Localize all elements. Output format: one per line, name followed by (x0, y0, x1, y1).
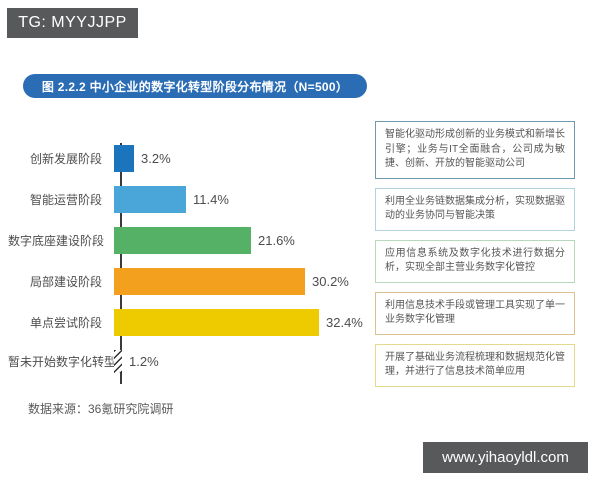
data-source-note: 数据来源：36氪研究院调研 (28, 402, 174, 416)
bar-value-label: 1.2% (129, 354, 159, 369)
bar-value-label: 30.2% (312, 274, 349, 289)
bar-track: 30.2% (112, 268, 368, 295)
category-label: 智能运营阶段 (29, 193, 102, 207)
stage-description-box: 利用全业务链数据集成分析，实现数据驱动的业务协同与智能决策 (375, 187, 575, 231)
bar-row: 局部建设阶段 30.2% (8, 268, 368, 295)
bar-fill (114, 309, 319, 336)
bar-value-label: 11.4% (193, 192, 229, 207)
stage-description-box: 应用信息系统及数字化技术进行数据分析，实现全部主营业务数字化管控 (375, 239, 575, 283)
telegram-watermark: TG: MYYJJPP (7, 8, 138, 38)
bar-row: 数字底座建设阶段 21.6% (8, 227, 368, 254)
bar-fill (114, 350, 122, 373)
bar-row: 智能运营阶段 11.4% (8, 186, 368, 213)
bar-track: 32.4% (112, 309, 368, 336)
y-axis-line (120, 143, 122, 384)
stage-description-box: 智能化驱动形成创新的业务模式和新增长引擎；业务与IT全面融合，公司成为敏捷、创新… (375, 121, 575, 179)
category-label: 创新发展阶段 (29, 152, 102, 166)
bar-track: 11.4% (112, 186, 368, 213)
bar-value-label: 32.4% (326, 315, 363, 330)
bar-row: 创新发展阶段 3.2% (8, 145, 368, 172)
stage-description-box: 利用信息技术手段或管理工具实现了单一业务数字化管理 (375, 291, 575, 335)
bar-fill (114, 145, 134, 172)
website-watermark: www.yihaoyldl.com (423, 442, 588, 473)
chart-title: 图 2.2.2 中小企业的数字化转型阶段分布情况（N=500） (23, 74, 367, 98)
bar-track: 1.2% (112, 350, 368, 373)
category-label: 暂未开始数字化转型 (8, 355, 117, 369)
bar-fill (114, 186, 186, 213)
category-label: 单点尝试阶段 (29, 316, 102, 330)
bar-row: 单点尝试阶段 32.4% (8, 309, 368, 336)
bar-fill (114, 268, 305, 295)
stage-description-box: 开展了基础业务流程梳理和数据规范化管理，并进行了信息技术简单应用 (375, 343, 575, 387)
bar-chart: 创新发展阶段 3.2% 智能运营阶段 11.4% 数字底座建设阶段 21.6% … (8, 145, 368, 387)
category-label: 局部建设阶段 (29, 275, 102, 289)
category-label: 数字底座建设阶段 (8, 234, 105, 248)
bar-value-label: 3.2% (141, 151, 171, 166)
stage-annotation-column: 智能化驱动形成创新的业务模式和新增长引擎；业务与IT全面融合，公司成为敏捷、创新… (375, 121, 575, 396)
bar-value-label: 21.6% (258, 233, 295, 248)
bar-track: 21.6% (112, 227, 368, 254)
bar-fill (114, 227, 251, 254)
bar-track: 3.2% (112, 145, 368, 172)
bar-row: 暂未开始数字化转型 1.2% (8, 350, 368, 373)
